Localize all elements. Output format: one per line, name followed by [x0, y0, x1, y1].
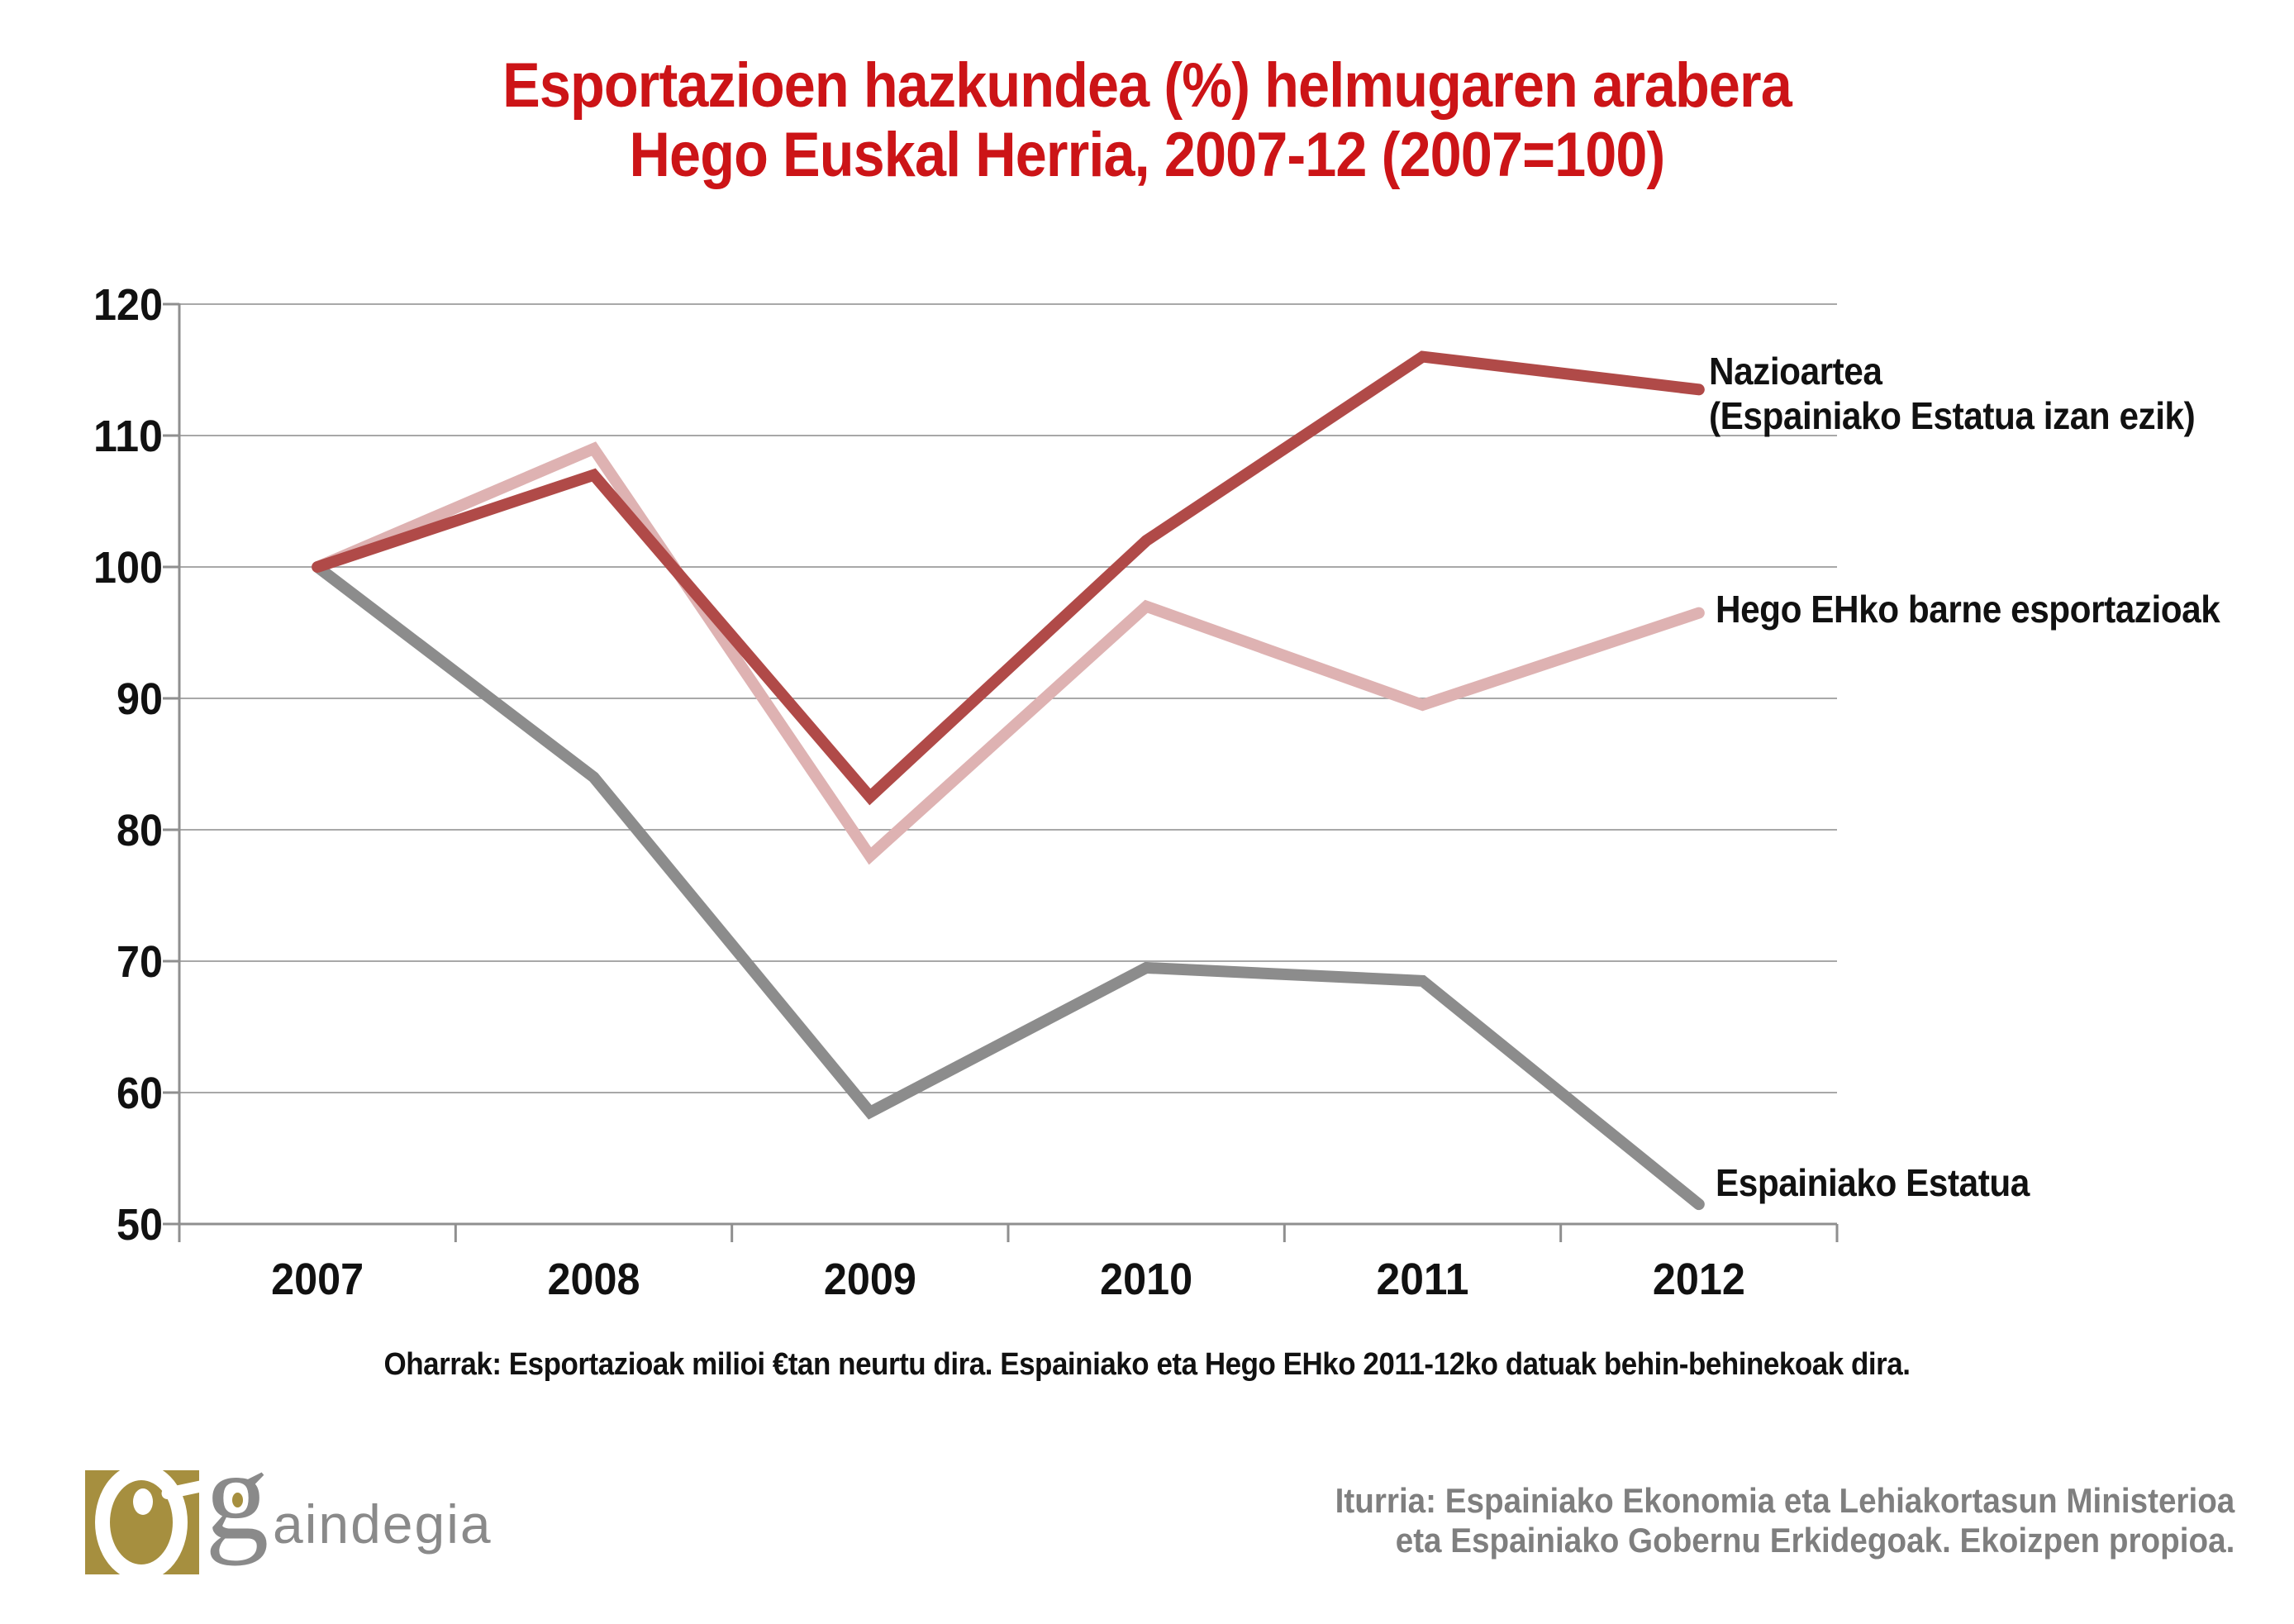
chart-note: Oharrak: Esportazioak milioi €tan neurtu…: [383, 1347, 1911, 1382]
series-label-nazioartea-line1: Nazioartea: [1709, 350, 1882, 393]
svg-text:100: 100: [93, 543, 163, 593]
logo-text-rest: aindegia: [273, 1493, 493, 1555]
chart-title-line2: Hego Euskal Herria, 2007-12 (2007=100): [629, 119, 1666, 190]
series-label-espainiako-estatua: Espainiako Estatua: [1716, 1160, 2030, 1205]
svg-text:50: 50: [117, 1200, 163, 1250]
svg-text:2008: 2008: [548, 1255, 640, 1304]
source-line2: eta Espainiako Gobernu Erkidegoak. Ekoiz…: [1395, 1521, 2235, 1560]
svg-text:2010: 2010: [1100, 1255, 1192, 1304]
chart-title: Esportazioen hazkundea (%) helmugaren ar…: [115, 51, 2179, 189]
gaindegia-logo-mark: [85, 1470, 199, 1574]
source-line1: Iturria: Espainiako Ekonomia eta Lehiako…: [1335, 1481, 2235, 1520]
svg-text:2009: 2009: [824, 1255, 916, 1304]
series-label-hego-ehko-line1: Hego EHko barne esportazioak: [1716, 588, 2220, 631]
series-label-hego-ehko: Hego EHko barne esportazioak: [1716, 587, 2220, 631]
logo-g-dot: [232, 1493, 243, 1507]
svg-text:110: 110: [93, 412, 163, 461]
logo-o-dot: [133, 1488, 153, 1515]
source-attribution: Iturria: Espainiako Ekonomia eta Lehiako…: [1335, 1481, 2235, 1561]
gaindegia-logo: g aindegia: [83, 1431, 595, 1592]
svg-text:60: 60: [117, 1069, 163, 1118]
svg-text:90: 90: [117, 674, 163, 724]
chart-title-line1: Esportazioen hazkundea (%) helmugaren ar…: [502, 50, 1792, 121]
svg-text:2007: 2007: [271, 1255, 364, 1304]
series-label-espainiako-estatua-line1: Espainiako Estatua: [1716, 1161, 2030, 1204]
series-label-nazioartea: Nazioartea (Espainiako Estatua izan ezik…: [1709, 349, 2196, 439]
svg-text:70: 70: [117, 937, 163, 987]
svg-text:2012: 2012: [1653, 1255, 1745, 1304]
svg-text:2011: 2011: [1377, 1255, 1469, 1304]
svg-text:120: 120: [93, 280, 163, 330]
svg-text:80: 80: [117, 806, 163, 855]
series-label-nazioartea-line2: (Espainiako Estatua izan ezik): [1709, 394, 2196, 438]
